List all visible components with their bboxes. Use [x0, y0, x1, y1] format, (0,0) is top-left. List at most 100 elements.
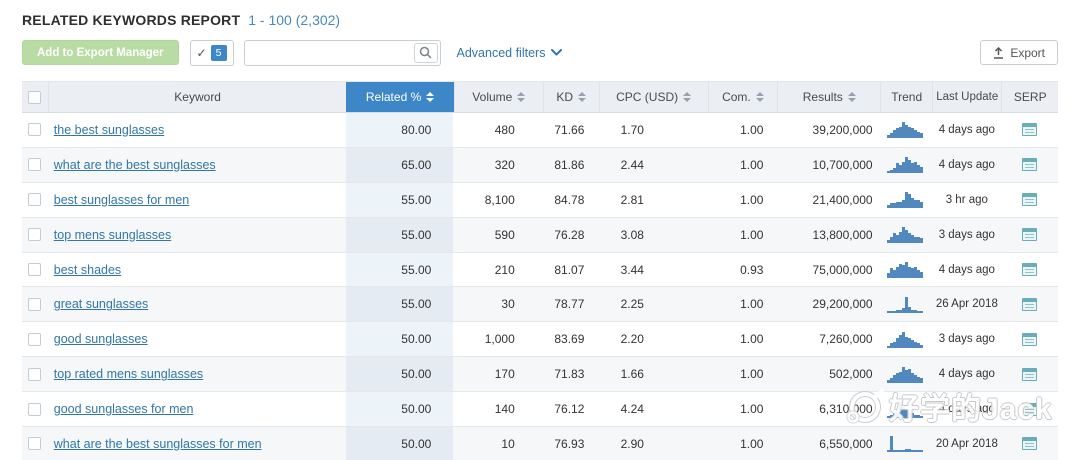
header-checkbox[interactable]	[28, 90, 42, 104]
serp-cell	[1002, 357, 1058, 391]
results-cell: 6,550,000	[819, 436, 873, 451]
serp-source-icon[interactable]	[1022, 437, 1038, 451]
serp-cell	[1002, 287, 1058, 321]
row-checkbox[interactable]	[28, 263, 42, 276]
column-header-keyword: Keyword	[47, 82, 347, 112]
export-label: Export	[1010, 45, 1045, 60]
serp-source-icon[interactable]	[1022, 193, 1038, 207]
row-checkbox[interactable]	[28, 437, 42, 451]
serp-source-icon[interactable]	[1022, 297, 1038, 311]
results-cell: 29,200,000	[812, 297, 873, 312]
results-cell: 39,200,000	[812, 122, 873, 137]
column-label: Com.	[722, 90, 751, 104]
table-row: best shades 55.00 210 81.07 3.44 0.93 75,000,0…	[22, 252, 1058, 288]
row-checkbox[interactable]	[28, 158, 42, 172]
cpc-cell: 4.24	[620, 402, 644, 417]
results-cell: 6,310,000	[819, 402, 873, 417]
search-submit-button[interactable]	[413, 42, 438, 63]
keyword-link[interactable]: top rated mens sunglasses	[53, 367, 204, 382]
advanced-filters-toggle[interactable]: Advanced filters	[457, 46, 563, 60]
add-to-export-manager-button[interactable]: Add to Export Manager	[22, 40, 179, 65]
column-label: Keyword	[174, 90, 221, 104]
keyword-cell: best shades	[48, 253, 346, 287]
keyword-link[interactable]: the best sunglasses	[53, 122, 165, 137]
cpc-cell: 3.08	[620, 227, 644, 242]
column-header-cpc[interactable]: CPC (USD)	[598, 82, 708, 112]
keyword-link[interactable]: what are the best sunglasses for men	[53, 436, 262, 451]
results-cell: 21,400,000	[812, 192, 873, 207]
page-header: RELATED KEYWORDS REPORT 1 - 100 (2,302)	[0, 12, 1080, 30]
search-input[interactable]	[243, 39, 441, 66]
serp-source-icon[interactable]	[1022, 158, 1038, 172]
column-header-com[interactable]: Com.	[707, 82, 777, 112]
checkmark-icon: ✓	[196, 45, 207, 60]
related-percent-cell: 55.00	[346, 217, 454, 252]
select-all-header-checkbox-cell	[22, 82, 48, 112]
column-header-kd[interactable]: KD	[542, 82, 599, 112]
trend-cell	[881, 287, 933, 321]
kd-cell: 78.77	[554, 297, 585, 312]
keyword-link[interactable]: top mens sunglasses	[53, 227, 172, 242]
sort-arrows-icon	[755, 92, 764, 102]
serp-source-icon[interactable]	[1022, 228, 1038, 242]
column-header-results[interactable]: Results	[777, 82, 880, 112]
table-row: what are the best sunglasses for men 50.0…	[22, 427, 1058, 460]
related-percent-cell: 50.00	[346, 392, 454, 427]
row-checkbox[interactable]	[28, 123, 42, 137]
serp-source-icon[interactable]	[1022, 402, 1038, 416]
trend-sparkline	[887, 435, 925, 453]
row-checkbox[interactable]	[28, 402, 42, 416]
trend-cell	[881, 253, 933, 287]
chevron-down-icon	[551, 49, 563, 56]
keyword-link[interactable]: best shades	[53, 262, 122, 277]
serp-source-icon[interactable]	[1022, 123, 1038, 137]
export-button[interactable]: Export	[980, 40, 1058, 65]
keyword-link[interactable]: best sunglasses for men	[53, 192, 190, 207]
competition-cell: 1.00	[740, 367, 764, 382]
keyword-link[interactable]: great sunglasses	[53, 297, 149, 312]
row-checkbox[interactable]	[28, 332, 42, 346]
competition-cell: 0.93	[740, 262, 764, 277]
pagination-range: 1 - 100 (2,302)	[248, 12, 341, 28]
volume-cell: 10	[501, 436, 515, 451]
sort-arrows-icon	[578, 92, 587, 102]
sort-arrows-icon	[517, 92, 526, 102]
volume-cell: 8,100	[484, 192, 515, 207]
row-checkbox-cell	[22, 427, 48, 460]
row-checkbox[interactable]	[28, 297, 42, 311]
trend-cell	[881, 427, 933, 460]
serp-cell	[1002, 183, 1058, 217]
column-label: SERP	[1013, 90, 1047, 104]
column-header-related[interactable]: Related %	[346, 82, 454, 112]
keyword-cell: good sunglasses	[48, 322, 346, 356]
serp-cell	[1002, 392, 1058, 426]
column-label: Results	[802, 90, 843, 104]
competition-cell: 1.00	[740, 227, 764, 242]
row-checkbox[interactable]	[28, 193, 42, 207]
serp-source-icon[interactable]	[1022, 332, 1038, 346]
serp-source-icon[interactable]	[1022, 263, 1038, 276]
serp-source-icon[interactable]	[1022, 367, 1038, 381]
column-label: Related %	[365, 90, 422, 104]
row-checkbox[interactable]	[28, 228, 42, 242]
last-update-cell: 20 Apr 2018	[935, 437, 998, 450]
keyword-link[interactable]: good sunglasses for men	[53, 402, 194, 417]
export-icon	[994, 46, 1004, 59]
serp-cell	[1002, 113, 1058, 147]
keyword-link[interactable]: good sunglasses	[53, 332, 148, 347]
column-header-volume[interactable]: Volume	[453, 82, 543, 112]
keyword-cell: what are the best sunglasses for men	[48, 427, 346, 460]
serp-cell	[1002, 427, 1058, 460]
results-cell: 13,800,000	[812, 227, 873, 242]
row-checkbox[interactable]	[28, 367, 42, 381]
select-all-button[interactable]: ✓ 5	[189, 39, 234, 66]
column-header-last_update: Last Update	[931, 82, 1001, 112]
trend-sparkline	[887, 296, 925, 313]
kd-cell: 84.78	[554, 192, 585, 207]
keyword-cell: great sunglasses	[48, 287, 346, 321]
trend-cell	[881, 357, 933, 391]
column-header-serp: SERP	[1001, 82, 1058, 112]
trend-sparkline	[887, 331, 925, 348]
selected-count-badge: 5	[210, 44, 227, 61]
keyword-link[interactable]: what are the best sunglasses	[53, 157, 216, 172]
